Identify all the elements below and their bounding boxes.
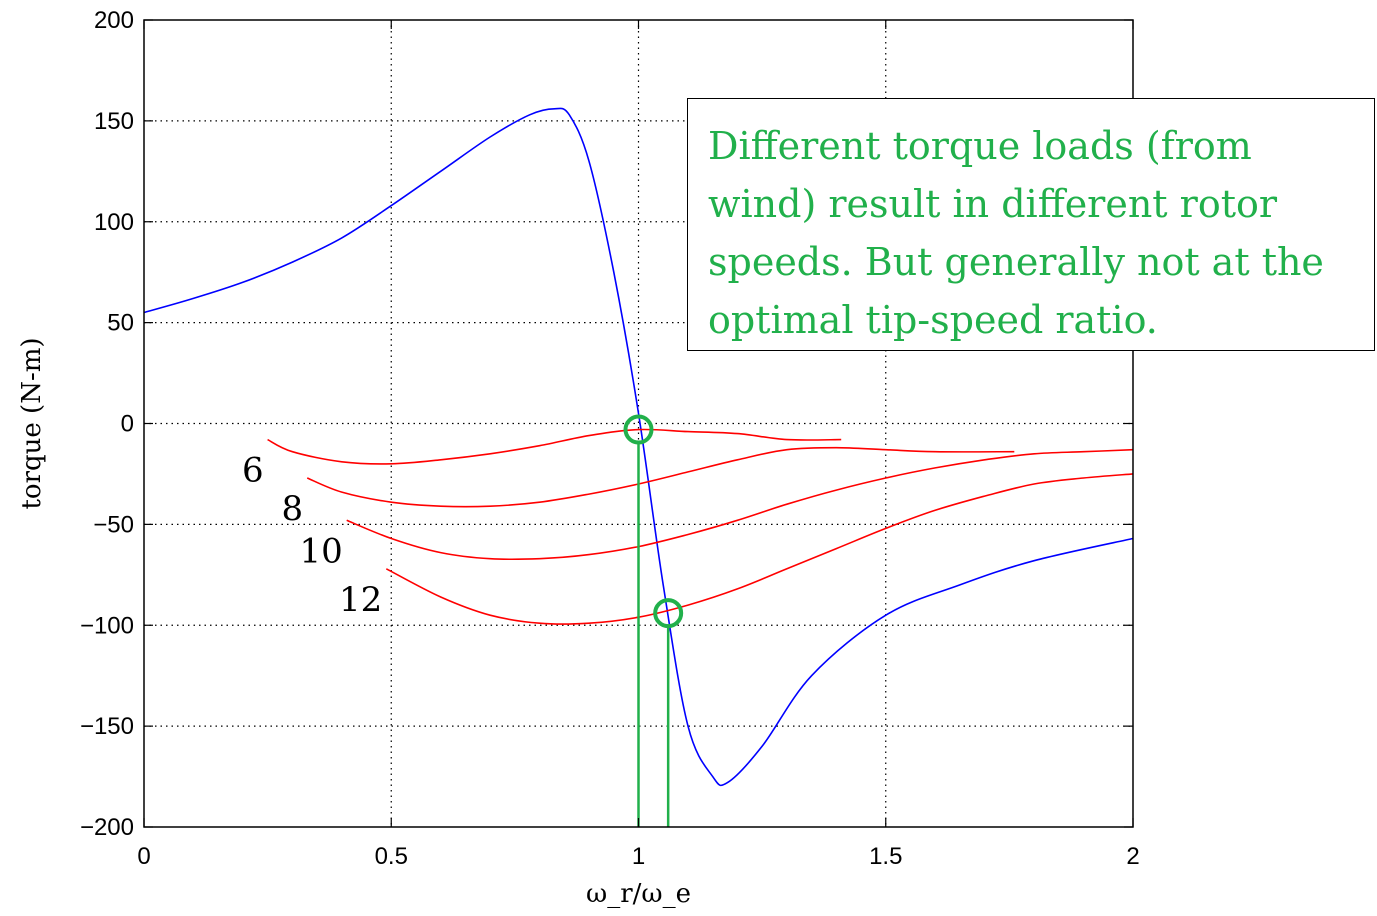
curve-12 [385, 473, 1134, 625]
curve-6 [267, 428, 842, 465]
x-tick-label: 2 [1126, 843, 1139, 870]
y-tick-label: −100 [80, 612, 134, 639]
y-tick-label: 150 [94, 108, 134, 135]
operating-point-marker-2 [653, 598, 684, 629]
y-tick-label: −150 [80, 713, 134, 740]
annotation-box: Different torque loads (from wind) resul… [687, 98, 1375, 351]
y-tick-label: 50 [107, 310, 134, 337]
series-lines [143, 107, 1134, 787]
y-axis-label: torque (N-m) [17, 337, 47, 509]
marker-drop-lines [637, 442, 670, 827]
y-tick-label: 200 [94, 7, 134, 34]
curve-8 [306, 446, 1015, 508]
curve-label-6: 6 [242, 451, 264, 491]
y-tick-label: 100 [94, 209, 134, 236]
markers [623, 414, 684, 629]
curve-label-8: 8 [282, 489, 304, 529]
x-tick-label: 1 [632, 843, 645, 870]
y-ticks: 200 150 100 50 0 −50 −100 −150 −200 [80, 7, 1133, 841]
generator-torque-curve [143, 107, 1134, 787]
x-tick-label: 1.5 [869, 843, 902, 870]
x-tick-label: 0.5 [375, 843, 408, 870]
curve-label-12: 12 [339, 580, 382, 620]
y-tick-label: −50 [93, 511, 134, 538]
x-ticks: 0 0.5 1 1.5 2 [137, 20, 1140, 870]
curve-label-10: 10 [299, 531, 342, 571]
y-tick-label: −200 [80, 814, 134, 841]
operating-point-marker-1 [623, 414, 654, 445]
x-axis-label: ω_r/ω_e [586, 879, 691, 909]
curve-10 [346, 448, 1134, 561]
y-tick-label: 0 [121, 411, 134, 438]
x-tick-label: 0 [137, 843, 150, 870]
